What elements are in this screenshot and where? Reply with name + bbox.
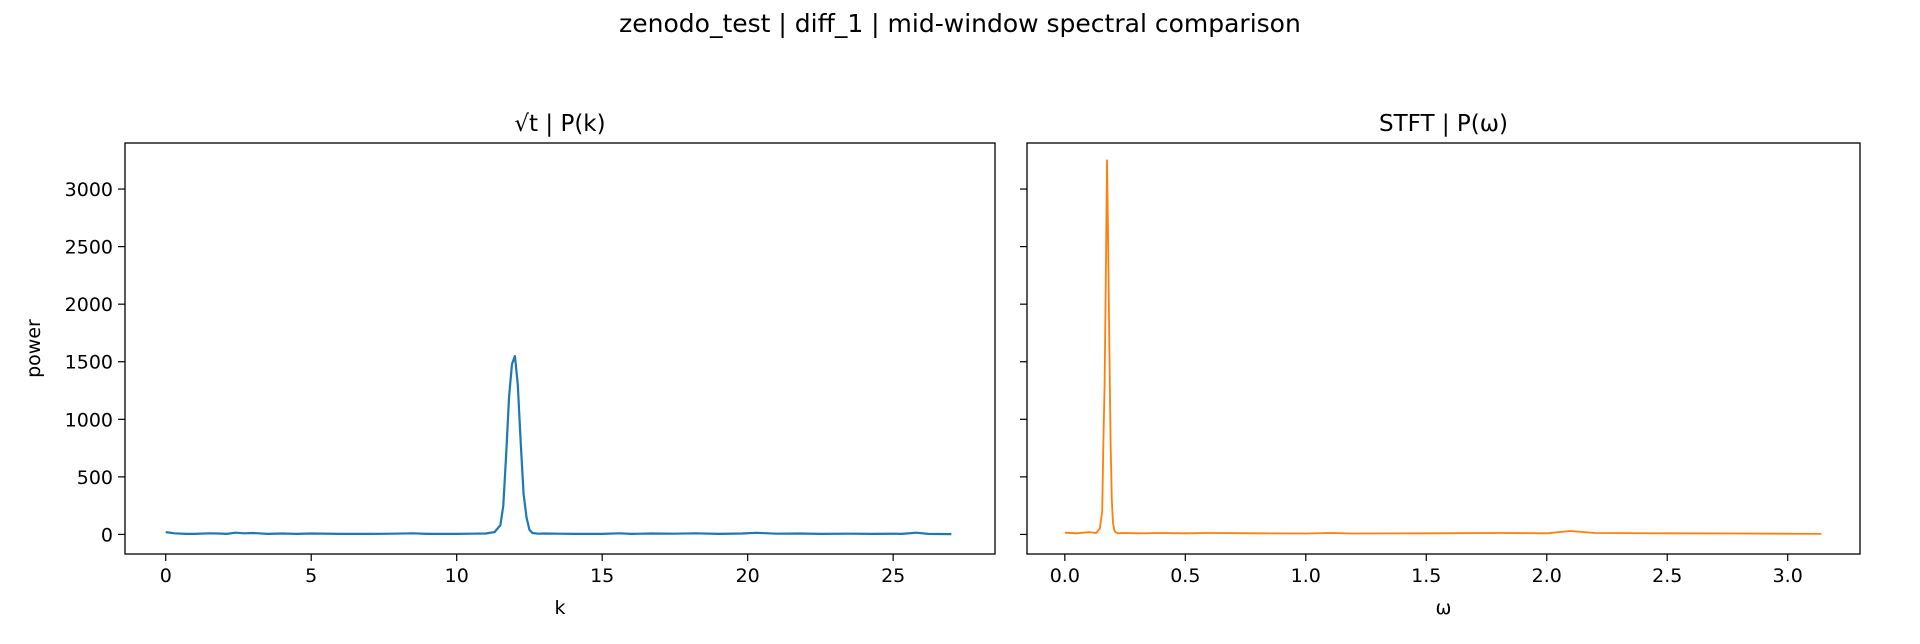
x-axis-label: k — [554, 597, 565, 619]
x-tick-label: 2.5 — [1652, 565, 1682, 587]
y-axis-label: power — [23, 319, 45, 378]
y-tick-label: 3000 — [65, 179, 113, 201]
y-tick-label: 2500 — [65, 237, 113, 259]
x-tick-label: 3.0 — [1773, 565, 1803, 587]
panel-title: √t | P(k) — [514, 111, 605, 137]
x-tick-label: 2.0 — [1532, 565, 1562, 587]
series-line — [165, 354, 952, 536]
figure-title: zenodo_test | diff_1 | mid-window spectr… — [619, 9, 1301, 38]
x-tick-label: 15 — [590, 565, 614, 587]
x-tick-label: 10 — [445, 565, 469, 587]
left-plot-panel: √t | P(k) 0 5 10 15 20 25 0 500 1000 1500 2000 2500 3… — [23, 111, 996, 619]
axes-frame — [124, 142, 996, 555]
x-tick-label: 25 — [881, 565, 905, 587]
x-tick-label: 0 — [160, 565, 172, 587]
y-tick-label: 500 — [77, 467, 113, 489]
x-tick-label: 1.0 — [1291, 565, 1321, 587]
y-tick-label: 0 — [101, 524, 113, 546]
x-tick-label: 1.5 — [1411, 565, 1441, 587]
y-tick-label: 1500 — [65, 352, 113, 374]
x-tick-label: 20 — [736, 565, 760, 587]
y-tick-label: 1000 — [65, 409, 113, 431]
series-line — [1064, 159, 1822, 535]
panel-title: STFT | P(ω) — [1379, 111, 1508, 137]
x-axis-label: ω — [1436, 597, 1452, 619]
x-tick-label: 0.0 — [1050, 565, 1080, 587]
y-tick-label: 2000 — [65, 294, 113, 316]
x-tick-label: 0.5 — [1170, 565, 1200, 587]
right-plot-panel: STFT | P(ω) 0.0 0.5 1.0 1.5 2.0 2.5 3.0 ω — [1020, 111, 1861, 619]
axes-frame — [1026, 142, 1861, 555]
x-tick-label: 5 — [305, 565, 317, 587]
